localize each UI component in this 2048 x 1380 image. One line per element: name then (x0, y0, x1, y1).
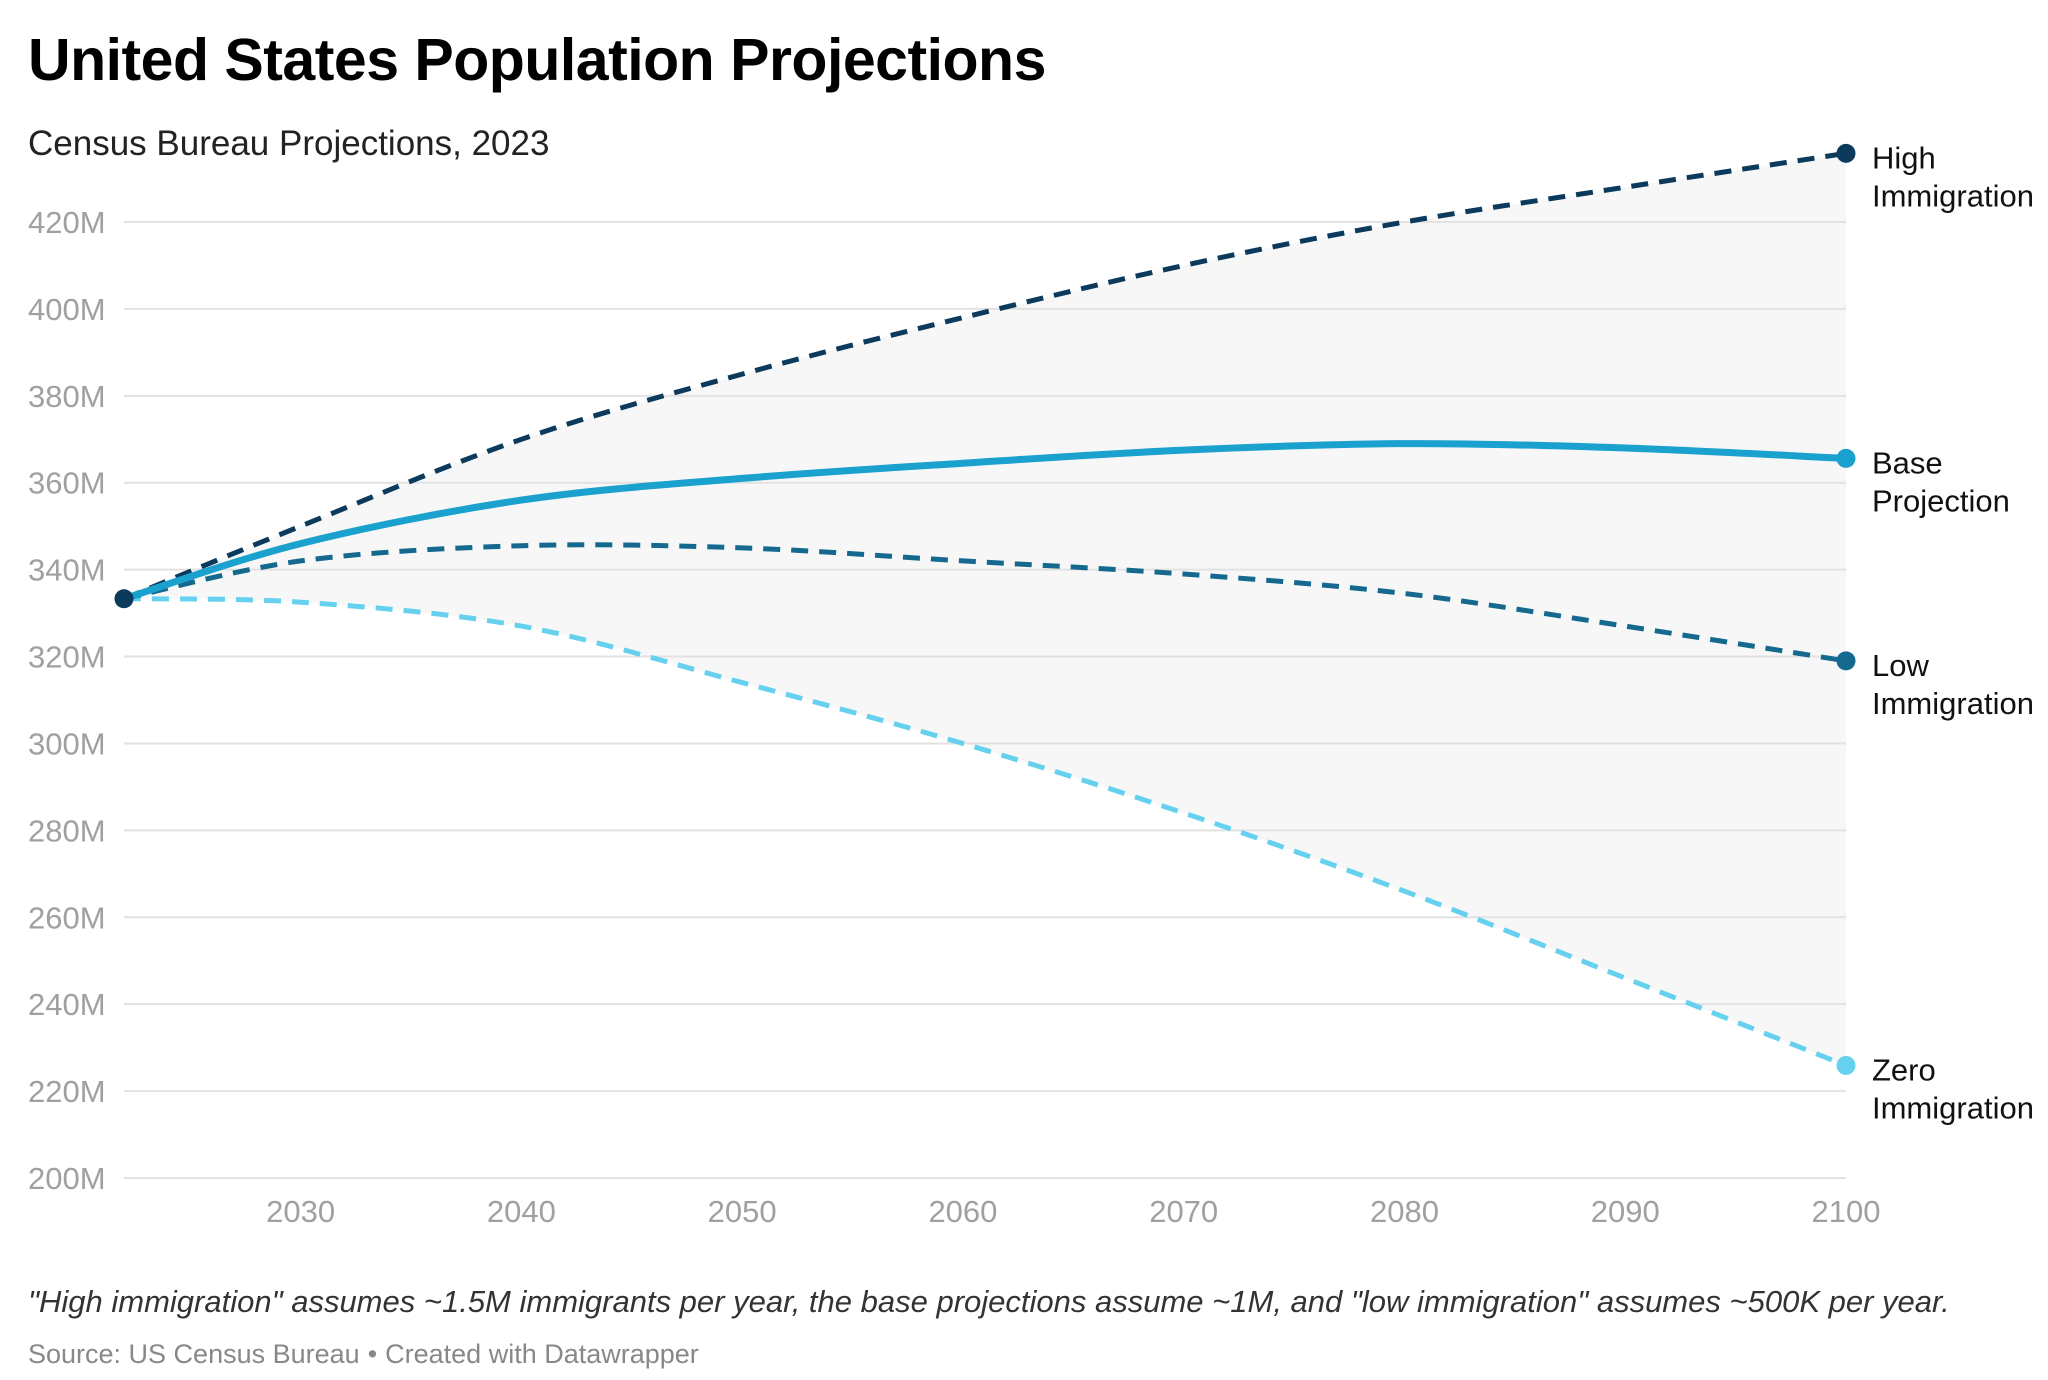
y-gridlines (124, 221, 1846, 1179)
x-axis-ticks: 2030 2040 2050 2060 2070 2080 2090 2100 (266, 1194, 1880, 1229)
end-dot-zero-immigration (1836, 1055, 1856, 1075)
chart-title: United States Population Projections (28, 27, 1046, 93)
x-tick-label: 2050 (708, 1194, 777, 1229)
end-dot-base-projection (1836, 448, 1856, 468)
series-label-zero-immigration: Zero Immigration (1872, 1052, 2034, 1125)
series-line-low-immigration (123, 542, 1847, 664)
x-tick-label: 2060 (928, 1194, 997, 1229)
x-tick-label: 2070 (1149, 1194, 1218, 1229)
projection-range-band (124, 153, 1846, 1066)
chart-source: Source: US Census Bureau • Created with Da… (28, 1339, 699, 1370)
x-tick-label: 2030 (266, 1194, 335, 1229)
series-label-low-immigration: Low Immigration (1872, 648, 2034, 721)
x-tick-label: 2080 (1370, 1194, 1439, 1229)
chart-note: "High immigration" assumes ~1.5M immigra… (28, 1284, 1950, 1319)
series-labels: High Immigration Base Projection Low Immigrat… (1872, 140, 2034, 1125)
series-line-base-projection (122, 440, 1847, 603)
y-tick-label: 360M (28, 466, 106, 501)
y-tick-label: 200M (28, 1161, 106, 1196)
y-tick-label: 380M (28, 379, 106, 414)
series-label-base-projection: Base Projection (1872, 445, 2010, 518)
y-tick-label: 260M (28, 900, 106, 935)
y-tick-label: 300M (28, 726, 106, 761)
x-tick-label: 2090 (1591, 1194, 1660, 1229)
y-axis-ticks: 200M 220M 240M 260M 280M 300M 320M 340M 360M 380M… (28, 205, 106, 1196)
y-tick-label: 400M (28, 292, 106, 327)
series-end-dots (114, 143, 1856, 1075)
y-tick-label: 220M (28, 1074, 106, 1109)
series-label-high-immigration: High Immigration (1872, 140, 2034, 213)
end-dot-low-immigration (1836, 651, 1856, 671)
y-tick-label: 320M (28, 640, 106, 675)
x-tick-label: 2100 (1812, 1194, 1881, 1229)
source-text: Source: US Census Bureau (28, 1339, 360, 1369)
x-tick-label: 2040 (487, 1194, 556, 1229)
y-tick-label: 280M (28, 813, 106, 848)
end-dot-high-immigration (1836, 143, 1856, 163)
y-tick-label: 240M (28, 987, 106, 1022)
start-dot (114, 589, 134, 609)
series-lines (122, 150, 1847, 1068)
y-tick-label: 420M (28, 205, 106, 240)
y-tick-label: 340M (28, 553, 106, 588)
source-credit: Created with Datawrapper (385, 1339, 699, 1369)
source-separator: • (367, 1339, 378, 1369)
chart-subtitle: Census Bureau Projections, 2023 (28, 124, 550, 163)
range-band-area (124, 153, 1846, 1066)
series-line-high-immigration (123, 150, 1847, 602)
series-line-zero-immigration (123, 596, 1847, 1068)
